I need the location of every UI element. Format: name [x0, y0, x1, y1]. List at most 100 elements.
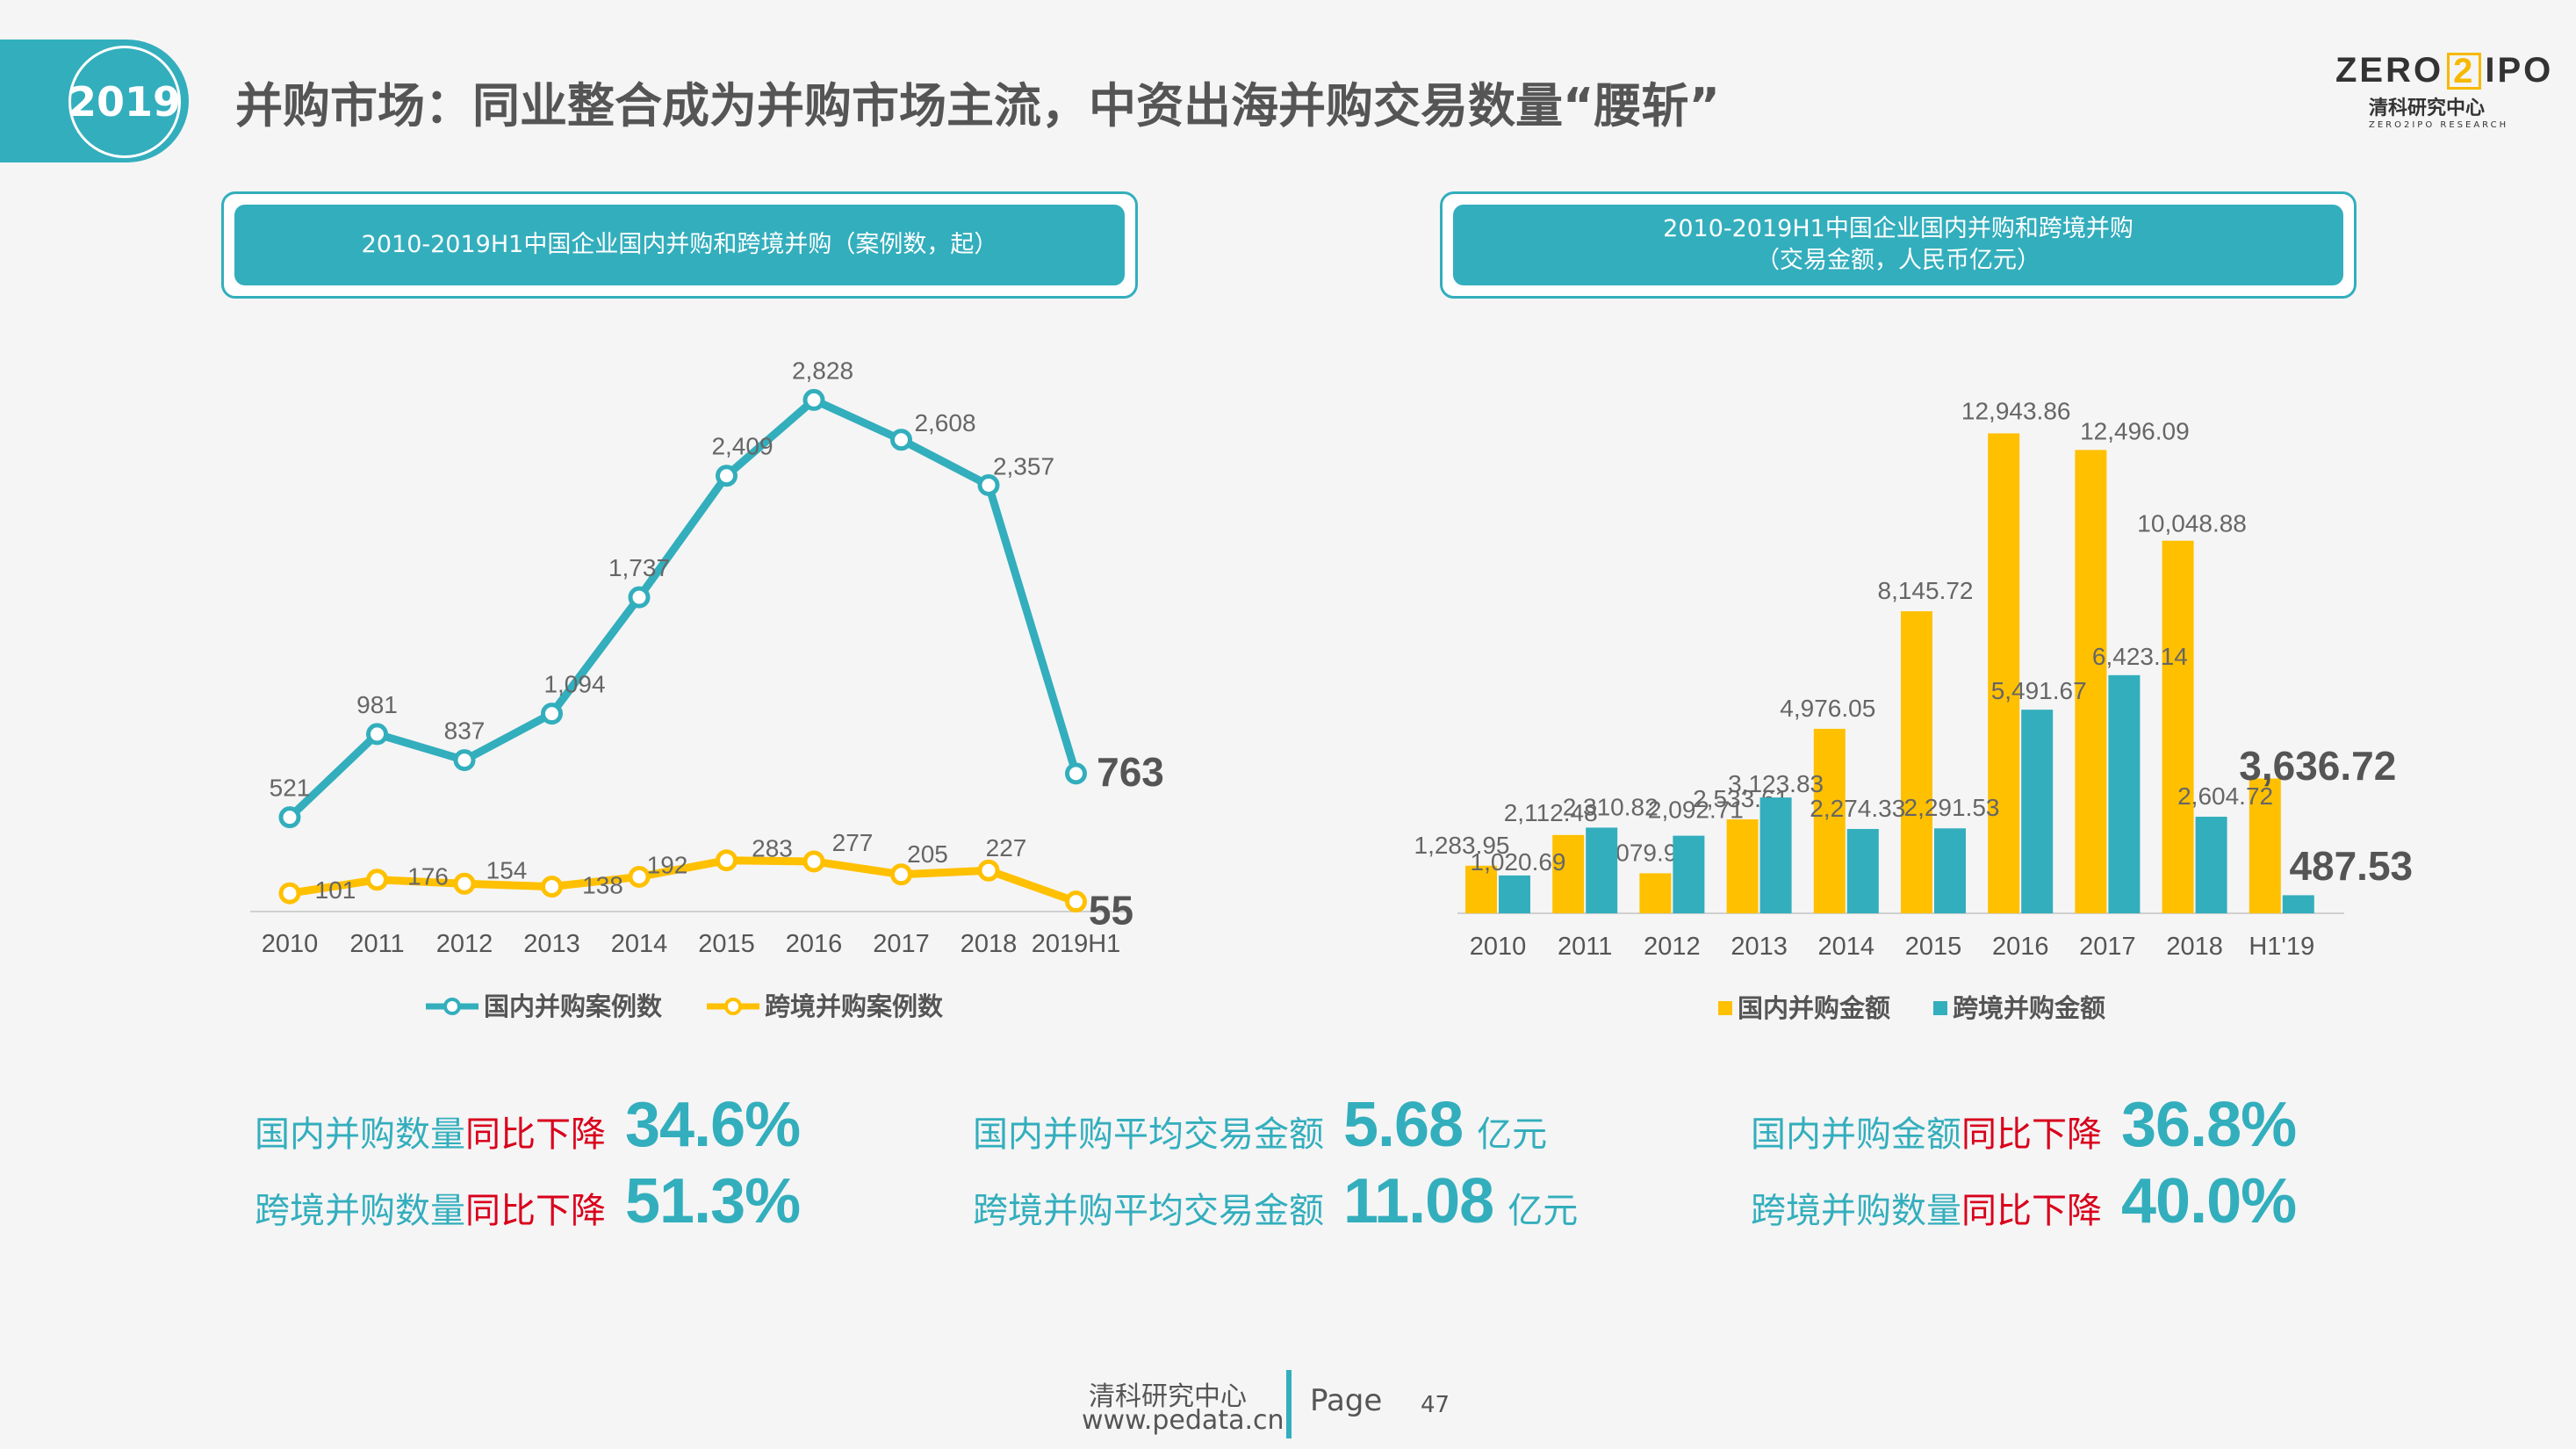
legend-swatch — [1718, 1001, 1732, 1015]
footer-divider — [1286, 1370, 1292, 1438]
bar-cross-border — [2195, 817, 2227, 913]
data-label: 12,943.86 — [1961, 397, 2071, 424]
footer-page-label: Page — [1310, 1383, 1383, 1418]
x-tick-label: 2018 — [2166, 933, 2223, 961]
data-point — [890, 429, 912, 451]
x-tick-label: 2011 — [349, 930, 404, 958]
x-tick-label: 2014 — [1818, 933, 1875, 961]
data-label-emphasis: 3,636.72 — [2239, 743, 2396, 789]
data-label-emphasis: 763 — [1097, 749, 1164, 795]
series-line-cross-border — [289, 856, 1078, 905]
data-label: 2,357 — [993, 452, 1054, 479]
data-label: 2,828 — [792, 357, 853, 384]
logo-word-right: IPO — [2485, 51, 2554, 90]
legend-swatch-marker — [724, 998, 742, 1015]
footer-org-name: 清科研究中心 — [1089, 1381, 1247, 1412]
stat-label: 国内并购数量 — [255, 1114, 465, 1155]
data-point — [278, 806, 301, 829]
stat-label-red: 同比下降 — [465, 1191, 606, 1231]
stat-value: 40.0% — [2121, 1166, 2297, 1236]
data-point — [366, 869, 388, 891]
stat-label: 跨境并购平均交易金额 — [973, 1191, 1324, 1231]
data-label: 1,094 — [543, 671, 605, 698]
data-point — [890, 863, 912, 886]
x-tick-label: 2010 — [262, 930, 319, 958]
stat-value: 11.08 — [1343, 1166, 1494, 1236]
x-tick-label: 2013 — [1731, 933, 1788, 961]
data-point — [1065, 890, 1087, 913]
page-title: 并购市场：同业整合成为并购市场主流，中资出海并购交易数量“腰斩” — [235, 78, 1720, 133]
bar-domestic — [1465, 865, 1497, 913]
legend-label: 国内并购金额 — [1738, 993, 1890, 1023]
data-point — [802, 850, 825, 873]
stat-label-red: 同比下降 — [1961, 1114, 2102, 1155]
stat-value: 51.3% — [625, 1166, 801, 1236]
legend-swatch — [1933, 1001, 1947, 1015]
bar-domestic — [1988, 433, 2020, 914]
stat-unit: 亿元 — [1507, 1191, 1579, 1231]
x-tick-label: 2019H1 — [1032, 930, 1121, 958]
bar-cross-border — [1934, 828, 1966, 913]
bar-cross-border — [2108, 674, 2141, 913]
x-tick-label: 2013 — [523, 930, 580, 958]
stat-label-red: 同比下降 — [1961, 1191, 2102, 1231]
stat-domestic-count: 国内并购数量 同比下降 34.6% — [255, 1089, 801, 1161]
data-label: 176 — [407, 863, 449, 890]
right-chart-title-box: 2010-2019H1中国企业国内并购和跨境并购 （交易金额，人民币亿元） — [1440, 191, 2357, 299]
bar-domestic — [1639, 873, 1672, 913]
data-label: 2,112.48 — [1504, 799, 1598, 826]
x-tick-label: 2016 — [1992, 933, 2049, 961]
footer-page-number: 47 — [1421, 1392, 1450, 1418]
stat-label: 跨境并购数量 — [1751, 1191, 1961, 1231]
bar-cross-border — [2282, 895, 2314, 913]
x-tick-label: 2017 — [873, 930, 930, 958]
logo-word-mid: 2 — [2447, 52, 2482, 90]
stat-cross-border-avg: 跨境并购平均交易金额 11.08 亿元 — [973, 1165, 1578, 1237]
data-point — [541, 703, 563, 725]
bar-domestic — [1726, 819, 1759, 913]
logo-sub: ZERO2IPO RESEARCH — [2369, 120, 2509, 130]
x-tick-label: 2018 — [961, 930, 1018, 958]
bar-cross-border — [1673, 835, 1705, 913]
stat-label: 跨境并购数量 — [255, 1191, 465, 1231]
data-point — [453, 872, 476, 895]
data-label: 12,496.09 — [2080, 417, 2190, 444]
data-label: 2,608 — [914, 409, 975, 436]
x-tick-label: 2015 — [1905, 933, 1962, 961]
data-label: 521 — [270, 775, 311, 802]
data-label: 5,491.67 — [1991, 677, 2087, 704]
data-point — [716, 849, 738, 872]
bar-domestic — [2249, 778, 2281, 913]
x-tick-label: H1'19 — [2249, 933, 2314, 961]
bar-cross-border — [1499, 875, 1530, 913]
x-tick-label: 2010 — [1470, 933, 1527, 961]
stat-domestic-avg: 国内并购平均交易金额 5.68 亿元 — [973, 1089, 1547, 1161]
data-label: 227 — [986, 834, 1027, 861]
data-point — [1065, 762, 1087, 785]
legend-label: 跨境并购案例数 — [765, 991, 944, 1021]
data-label: 101 — [315, 876, 356, 904]
data-label: 981 — [356, 691, 398, 718]
data-label: 10,048.88 — [2137, 510, 2247, 537]
x-tick-label: 2011 — [1558, 933, 1612, 961]
bar-domestic — [1813, 728, 1846, 913]
stat-cross-border-count: 跨境并购数量 同比下降 51.3% — [255, 1165, 801, 1237]
legend-label: 国内并购案例数 — [484, 991, 663, 1021]
bar-cross-border — [1846, 828, 1879, 913]
data-label: 2,604.72 — [2177, 782, 2273, 810]
legend-label: 跨境并购金额 — [1953, 993, 2105, 1023]
data-label: 277 — [832, 829, 874, 856]
logo-word-left: ZERO — [2335, 51, 2444, 90]
data-point — [977, 859, 1000, 882]
data-point — [366, 723, 388, 746]
data-label-emphasis: 55 — [1089, 888, 1133, 934]
data-label: 154 — [486, 856, 528, 883]
data-label: 1,283.95 — [1414, 832, 1510, 859]
data-point — [628, 586, 651, 609]
bar-cross-border — [2021, 710, 2054, 913]
footer-url[interactable]: www.pedata.cn — [1082, 1405, 1284, 1436]
x-tick-label: 2014 — [611, 930, 668, 958]
data-label: 837 — [444, 717, 486, 745]
right-chart-title: 2010-2019H1中国企业国内并购和跨境并购 （交易金额，人民币亿元） — [1453, 205, 2343, 285]
